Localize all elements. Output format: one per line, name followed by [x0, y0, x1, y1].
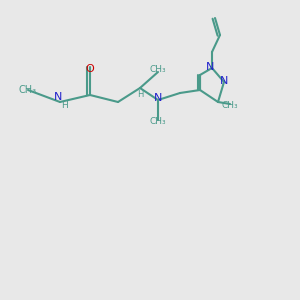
- Text: CH₃: CH₃: [150, 116, 166, 125]
- Text: CH₃: CH₃: [19, 85, 37, 95]
- Text: N: N: [206, 62, 214, 72]
- Text: O: O: [85, 64, 94, 74]
- Text: CH₃: CH₃: [150, 65, 166, 74]
- Text: H: H: [61, 101, 68, 110]
- Text: N: N: [154, 93, 162, 103]
- Text: N: N: [54, 92, 62, 102]
- Text: H: H: [137, 90, 143, 99]
- Text: CH₃: CH₃: [222, 101, 238, 110]
- Text: N: N: [220, 76, 228, 86]
